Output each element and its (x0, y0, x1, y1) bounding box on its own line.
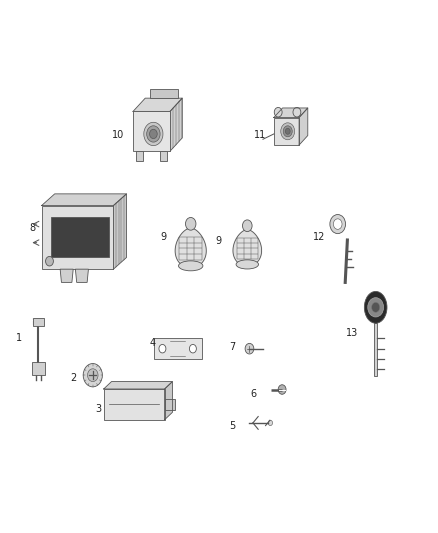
Polygon shape (33, 318, 44, 326)
Text: 12: 12 (313, 232, 325, 243)
Polygon shape (104, 382, 173, 389)
Text: 5: 5 (229, 421, 235, 431)
Text: 9: 9 (215, 236, 221, 246)
Circle shape (293, 108, 301, 117)
Circle shape (149, 130, 157, 139)
Polygon shape (136, 151, 144, 161)
Circle shape (274, 108, 282, 117)
Polygon shape (374, 323, 377, 376)
Polygon shape (32, 362, 45, 375)
Text: 10: 10 (112, 130, 124, 140)
Text: 6: 6 (251, 389, 257, 399)
Circle shape (368, 297, 384, 317)
Polygon shape (75, 269, 88, 282)
Circle shape (281, 123, 295, 140)
Polygon shape (165, 399, 176, 410)
Ellipse shape (236, 260, 258, 269)
Polygon shape (42, 194, 127, 206)
Text: 4: 4 (150, 338, 156, 349)
Circle shape (371, 302, 380, 312)
Polygon shape (159, 151, 167, 161)
Text: 7: 7 (229, 342, 235, 352)
Text: 11: 11 (254, 130, 266, 140)
Circle shape (285, 128, 290, 134)
Circle shape (243, 220, 252, 232)
Polygon shape (104, 389, 165, 419)
Circle shape (46, 256, 53, 266)
Circle shape (144, 122, 163, 146)
Circle shape (245, 343, 254, 354)
Polygon shape (51, 217, 109, 257)
Text: 3: 3 (95, 403, 101, 414)
Polygon shape (42, 206, 113, 269)
Polygon shape (274, 117, 299, 145)
Circle shape (330, 215, 346, 233)
Polygon shape (60, 269, 73, 282)
Polygon shape (133, 98, 182, 111)
Circle shape (189, 344, 196, 353)
Ellipse shape (179, 261, 203, 271)
Polygon shape (170, 98, 182, 151)
Text: 13: 13 (346, 328, 358, 338)
Polygon shape (165, 382, 173, 419)
Circle shape (88, 369, 98, 382)
Circle shape (159, 344, 166, 353)
Polygon shape (233, 230, 261, 266)
Ellipse shape (364, 292, 387, 323)
Circle shape (83, 364, 102, 387)
Text: 1: 1 (16, 333, 22, 343)
Polygon shape (274, 108, 308, 117)
Circle shape (147, 126, 160, 142)
Circle shape (333, 219, 342, 229)
Polygon shape (299, 108, 308, 145)
Polygon shape (175, 228, 206, 268)
Text: 9: 9 (161, 232, 167, 243)
Polygon shape (154, 338, 201, 359)
Circle shape (268, 420, 272, 425)
Polygon shape (113, 194, 127, 269)
Polygon shape (133, 111, 170, 151)
Circle shape (185, 217, 196, 230)
Text: 2: 2 (70, 373, 76, 383)
Circle shape (283, 126, 292, 137)
Text: 8: 8 (30, 223, 36, 233)
Polygon shape (150, 88, 178, 98)
Circle shape (278, 385, 286, 394)
